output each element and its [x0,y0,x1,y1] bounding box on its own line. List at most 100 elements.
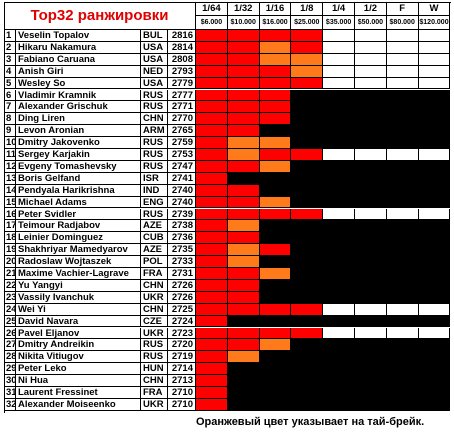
player-name: Levon Aronian [16,125,141,138]
result-cell [418,53,451,66]
result-cell [196,398,228,411]
result-cell [196,113,228,126]
result-cell [386,398,419,411]
result-cell [196,65,228,78]
result-cell [259,315,292,328]
rank: 26 [4,327,16,340]
result-cell [259,387,292,399]
player-name: Pendyala Harikrishna [16,184,141,197]
country: HUN [141,363,168,376]
result-cell [259,184,292,197]
result-cell [227,315,260,328]
rank: 9 [4,125,16,138]
result-cell [418,77,451,90]
result-cell [323,220,355,233]
result-cell [355,89,387,102]
result-cell [259,113,292,126]
player-name: Dmitry Andreikin [16,339,141,352]
result-cell [355,125,387,138]
rank: 5 [4,77,16,90]
result-cell [355,351,387,364]
result-cell [196,41,228,54]
result-cell [259,220,292,233]
player-name: Boris Gelfand [16,172,141,185]
player-name: Laurent Fressinet [16,387,141,399]
rating: 2738 [168,220,196,233]
result-cell [386,208,419,221]
result-cell [323,65,355,78]
player-name: Vladimir Kramnik [16,89,141,102]
country: UKR [141,291,168,304]
result-cell [259,41,292,54]
result-cell [386,101,419,114]
result-cell [355,339,387,352]
result-cell [323,256,355,268]
rating: 2735 [168,244,196,257]
result-cell [386,125,419,138]
result-cell [323,398,355,411]
result-cell [227,375,260,387]
player-name: Peter Leko [16,363,141,376]
result-cell [355,101,387,114]
result-cell [323,172,355,185]
result-cell [227,387,260,399]
result-cell [196,149,228,161]
result-cell [259,327,292,340]
result-cell [291,65,324,78]
result-cell [227,256,260,268]
result-cell [196,101,228,114]
result-cell [291,41,324,54]
result-cell [291,375,324,387]
result-cell [259,137,292,149]
result-cell [355,160,387,173]
result-cell [386,137,419,149]
result-cell [418,149,451,161]
result-cell [291,232,324,245]
result-cell [355,268,387,280]
result-cell [323,244,355,257]
result-cell [386,387,419,399]
result-cell [196,303,228,316]
player-name: Hikaru Nakamura [16,41,141,54]
result-cell [227,125,260,138]
result-cell [227,113,260,126]
result-cell [259,256,292,268]
result-cell [355,113,387,126]
result-cell [323,351,355,364]
result-cell [291,398,324,411]
country: ISR [141,172,168,185]
result-cell [291,89,324,102]
note: Оранжевый цвет указывает на тай-брейк. [196,416,425,428]
result-cell [418,279,451,292]
result-cell [227,149,260,161]
result-cell [196,125,228,138]
result-cell [227,41,260,54]
result-cell [196,351,228,364]
result-cell [323,137,355,149]
result-cell [259,291,292,304]
result-cell [418,303,451,316]
result-cell [355,184,387,197]
rating: 2733 [168,256,196,268]
result-cell [418,375,451,387]
rank: 32 [4,398,16,411]
player-name: Anish Giri [16,65,141,78]
prize: $25.000 [291,16,324,30]
country: CHN [141,303,168,316]
country: CZE [141,315,168,328]
result-cell [259,160,292,173]
rank: 29 [4,363,16,376]
result-cell [291,53,324,66]
result-cell [418,387,451,399]
result-cell [291,256,324,268]
rating: 2736 [168,232,196,245]
result-cell [259,77,292,90]
result-cell [227,89,260,102]
result-cell [227,101,260,114]
result-cell [418,291,451,304]
prize: $35.000 [323,16,355,30]
result-cell [355,244,387,257]
round-header: 1/4 [323,2,355,16]
result-cell [291,279,324,292]
player-name: Fabiano Caruana [16,53,141,66]
